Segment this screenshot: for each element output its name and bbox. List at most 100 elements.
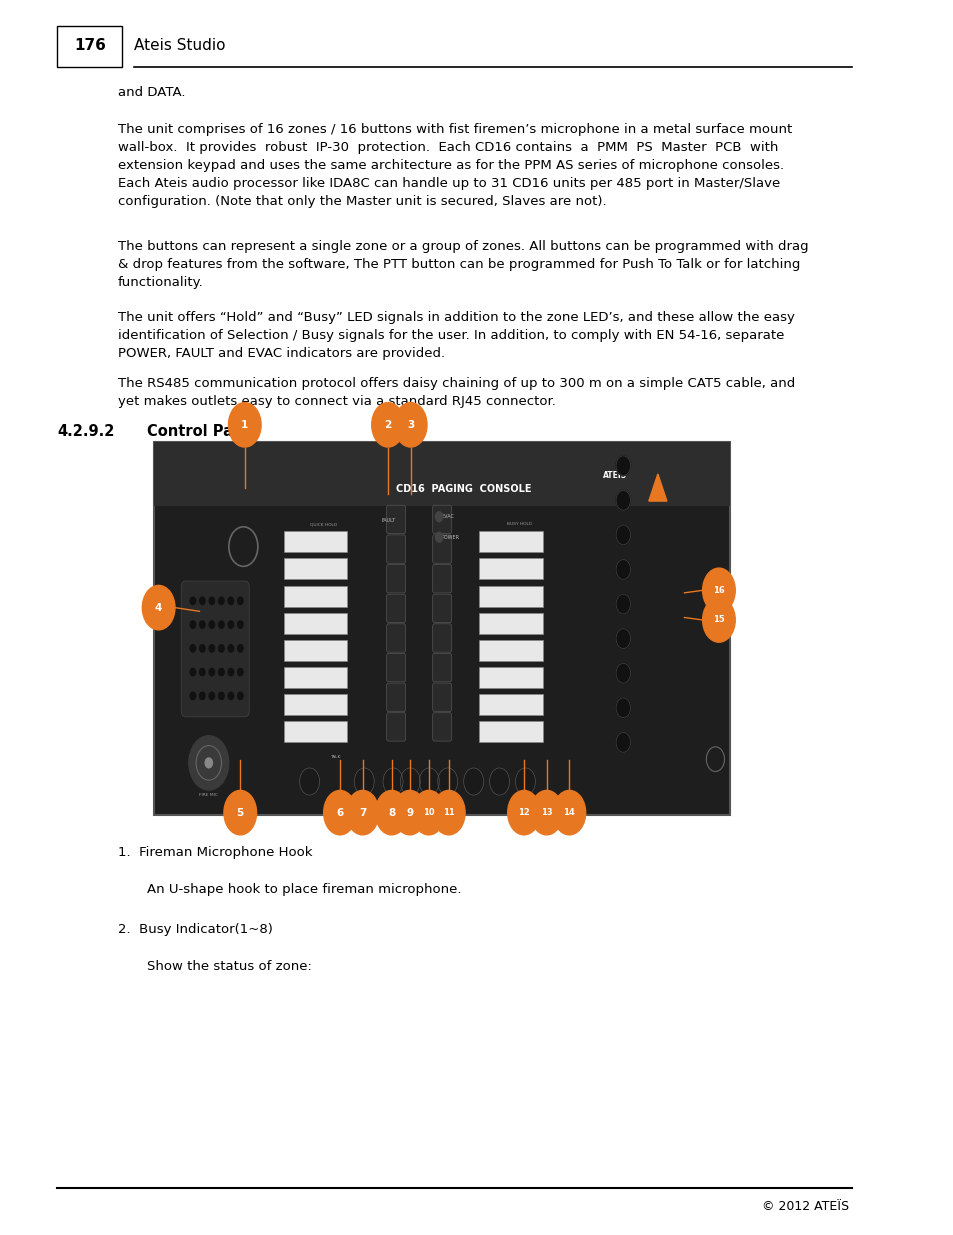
FancyBboxPatch shape xyxy=(433,683,451,711)
FancyBboxPatch shape xyxy=(154,442,729,505)
Text: 2.  Busy Indicator(1~8): 2. Busy Indicator(1~8) xyxy=(118,923,273,936)
FancyBboxPatch shape xyxy=(433,564,451,593)
Circle shape xyxy=(190,668,195,676)
Circle shape xyxy=(218,692,224,699)
Text: ATEÏS: ATEÏS xyxy=(602,472,627,480)
FancyBboxPatch shape xyxy=(433,624,451,652)
Text: 3: 3 xyxy=(407,420,414,430)
Circle shape xyxy=(190,645,195,652)
Text: 13: 13 xyxy=(540,808,552,818)
FancyBboxPatch shape xyxy=(386,713,405,741)
FancyBboxPatch shape xyxy=(433,653,451,682)
Circle shape xyxy=(199,692,205,699)
Circle shape xyxy=(199,598,205,605)
Text: EVAC: EVAC xyxy=(441,514,455,519)
FancyBboxPatch shape xyxy=(479,558,542,579)
Circle shape xyxy=(189,736,229,790)
Text: and DATA.: and DATA. xyxy=(118,86,185,100)
Circle shape xyxy=(228,668,233,676)
Text: 9: 9 xyxy=(406,808,413,818)
Text: 14: 14 xyxy=(563,808,575,818)
Text: The RS485 communication protocol offers daisy chaining of up to 300 m on a simpl: The RS485 communication protocol offers … xyxy=(118,377,794,408)
Circle shape xyxy=(507,790,539,835)
Circle shape xyxy=(553,790,585,835)
Text: 12: 12 xyxy=(517,808,529,818)
Text: The buttons can represent a single zone or a group of zones. All buttons can be : The buttons can represent a single zone … xyxy=(118,240,807,289)
Text: 15: 15 xyxy=(712,615,724,625)
Circle shape xyxy=(616,732,630,752)
Text: 16: 16 xyxy=(712,585,724,595)
Circle shape xyxy=(412,790,445,835)
Circle shape xyxy=(209,598,214,605)
Text: BUSY HOLD: BUSY HOLD xyxy=(507,522,532,526)
Circle shape xyxy=(218,645,224,652)
Circle shape xyxy=(190,621,195,629)
Circle shape xyxy=(400,768,420,795)
Circle shape xyxy=(228,403,261,447)
Circle shape xyxy=(432,790,465,835)
FancyBboxPatch shape xyxy=(283,531,347,552)
Circle shape xyxy=(209,621,214,629)
Circle shape xyxy=(702,568,735,613)
FancyBboxPatch shape xyxy=(479,585,542,606)
Circle shape xyxy=(190,598,195,605)
Circle shape xyxy=(435,532,442,542)
FancyBboxPatch shape xyxy=(283,694,347,715)
FancyBboxPatch shape xyxy=(386,564,405,593)
FancyBboxPatch shape xyxy=(386,535,405,563)
Circle shape xyxy=(205,758,213,768)
Text: 11: 11 xyxy=(442,808,455,818)
FancyBboxPatch shape xyxy=(386,683,405,711)
Circle shape xyxy=(142,585,174,630)
FancyBboxPatch shape xyxy=(386,505,405,534)
Circle shape xyxy=(237,668,243,676)
FancyBboxPatch shape xyxy=(283,585,347,606)
Circle shape xyxy=(218,598,224,605)
Text: 6: 6 xyxy=(336,808,343,818)
Circle shape xyxy=(372,403,404,447)
Circle shape xyxy=(237,621,243,629)
Circle shape xyxy=(616,490,630,510)
Polygon shape xyxy=(648,474,666,501)
FancyBboxPatch shape xyxy=(479,531,542,552)
Text: An U-shape hook to place fireman microphone.: An U-shape hook to place fireman microph… xyxy=(147,883,461,897)
Circle shape xyxy=(463,768,483,795)
Circle shape xyxy=(489,768,509,795)
Text: CD16  PAGING  CONSOLE: CD16 PAGING CONSOLE xyxy=(395,484,531,494)
Text: 1.  Fireman Microphone Hook: 1. Fireman Microphone Hook xyxy=(118,846,312,860)
Text: QUICK HOLD: QUICK HOLD xyxy=(310,522,337,526)
FancyBboxPatch shape xyxy=(181,580,249,716)
FancyBboxPatch shape xyxy=(433,535,451,563)
Circle shape xyxy=(209,668,214,676)
Circle shape xyxy=(323,790,355,835)
Circle shape xyxy=(228,621,233,629)
Circle shape xyxy=(419,768,438,795)
FancyBboxPatch shape xyxy=(433,505,451,534)
Circle shape xyxy=(228,645,233,652)
Text: Show the status of zone:: Show the status of zone: xyxy=(147,960,312,973)
FancyBboxPatch shape xyxy=(283,640,347,661)
FancyBboxPatch shape xyxy=(479,640,542,661)
Text: FAULT: FAULT xyxy=(381,517,395,522)
FancyBboxPatch shape xyxy=(154,442,729,815)
Text: ALL CALL
RELEASE: ALL CALL RELEASE xyxy=(419,805,438,814)
Circle shape xyxy=(209,692,214,699)
Circle shape xyxy=(237,598,243,605)
Text: The unit comprises of 16 zones / 16 buttons with fist firemen’s microphone in a : The unit comprises of 16 zones / 16 butt… xyxy=(118,124,791,209)
Circle shape xyxy=(616,456,630,475)
Circle shape xyxy=(199,668,205,676)
Circle shape xyxy=(199,621,205,629)
FancyBboxPatch shape xyxy=(283,667,347,688)
Text: POWER: POWER xyxy=(441,535,459,540)
FancyBboxPatch shape xyxy=(386,624,405,652)
FancyBboxPatch shape xyxy=(433,594,451,622)
FancyBboxPatch shape xyxy=(433,713,451,741)
Circle shape xyxy=(616,594,630,614)
Circle shape xyxy=(354,768,374,795)
Circle shape xyxy=(228,692,233,699)
Text: 4: 4 xyxy=(154,603,162,613)
Text: 8: 8 xyxy=(388,808,395,818)
Text: 1: 1 xyxy=(241,420,248,430)
Circle shape xyxy=(237,692,243,699)
Circle shape xyxy=(530,790,562,835)
